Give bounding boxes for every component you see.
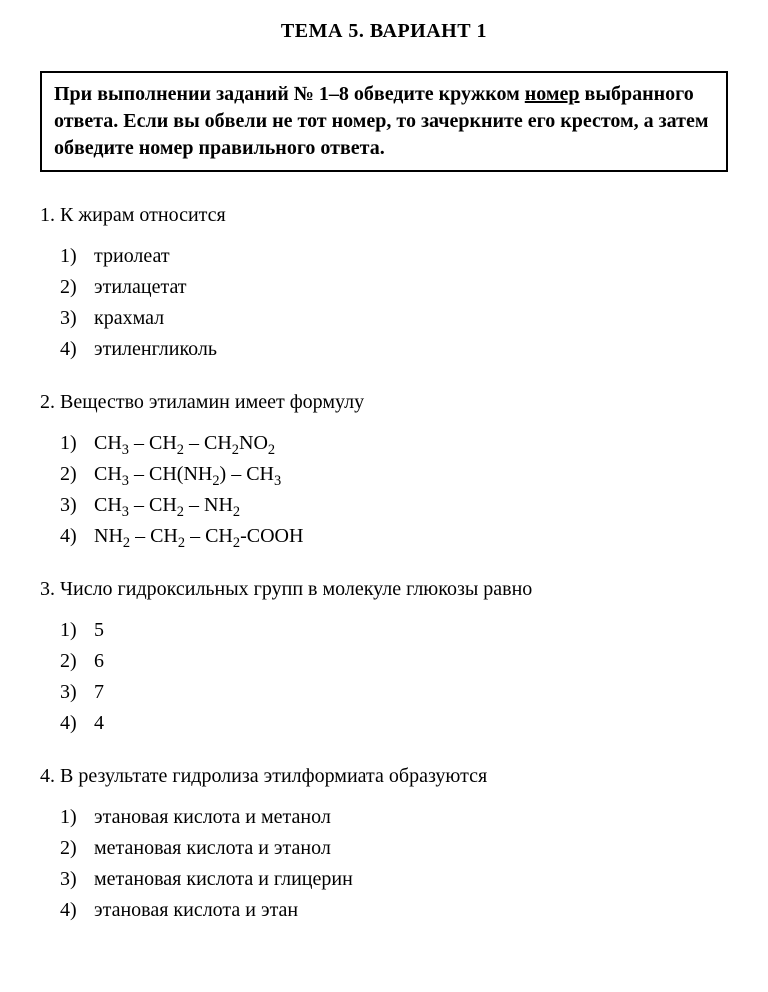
option-text: CH3 – CH2 – CH2NO2 [94, 428, 275, 459]
option-number: 4) [60, 334, 94, 365]
question-number: 4. [40, 765, 55, 787]
question-text: 2. Вещество этиламин имеет формулу [40, 391, 728, 414]
instruction-box: При выполнении заданий № 1–8 обведите кр… [40, 71, 728, 172]
option-number: 3) [60, 677, 94, 708]
option-number: 2) [60, 272, 94, 303]
option[interactable]: 1)CH3 – CH2 – CH2NO2 [60, 428, 728, 459]
option-text: 6 [94, 646, 104, 677]
option[interactable]: 2)CH3 – CH(NH2) – CH3 [60, 459, 728, 490]
question-text: 3. Число гидроксильных групп в молекуле … [40, 578, 728, 601]
option[interactable]: 4) 4 [60, 708, 728, 739]
option-number: 2) [60, 833, 94, 864]
option[interactable]: 1) 5 [60, 615, 728, 646]
option-text: CH3 – CH2 – NH2 [94, 490, 240, 521]
option-number: 1) [60, 428, 94, 459]
options-list: 1) этановая кислота и метанол 2) метанов… [60, 802, 728, 926]
question-text: 1. К жирам относится [40, 204, 728, 227]
question-text: 4. В результате гидролиза этилформиата о… [40, 765, 728, 788]
option-number: 1) [60, 615, 94, 646]
option-text: крахмал [94, 303, 164, 334]
option-text: этилацетат [94, 272, 187, 303]
option-text: триолеат [94, 241, 170, 272]
page-title: ТЕМА 5. ВАРИАНТ 1 [40, 20, 728, 43]
option-text: метановая кислота и этанол [94, 833, 331, 864]
question-body: В результате гидролиза этилформиата обра… [60, 765, 487, 787]
option-number: 3) [60, 490, 94, 521]
options-list: 1)триолеат 2)этилацетат 3)крахмал 4)этил… [60, 241, 728, 365]
option[interactable]: 4) этановая кислота и этан [60, 895, 728, 926]
option-number: 3) [60, 303, 94, 334]
option[interactable]: 3) метановая кислота и глицерин [60, 864, 728, 895]
option-text: 7 [94, 677, 104, 708]
option-number: 4) [60, 521, 94, 552]
option-text: CH3 – CH(NH2) – CH3 [94, 459, 281, 490]
instruction-text-1: При выполнении заданий № 1–8 обведите кр… [54, 83, 525, 105]
option-text: этановая кислота и метанол [94, 802, 331, 833]
option[interactable]: 1) этановая кислота и метанол [60, 802, 728, 833]
question-number: 3. [40, 578, 55, 600]
option[interactable]: 4)этиленгликоль [60, 334, 728, 365]
option-number: 2) [60, 459, 94, 490]
question-body: Число гидроксильных групп в молекуле глю… [60, 578, 532, 600]
options-list: 1)CH3 – CH2 – CH2NO2 2)CH3 – CH(NH2) – C… [60, 428, 728, 552]
option-number: 2) [60, 646, 94, 677]
option-number: 3) [60, 864, 94, 895]
option-text: этиленгликоль [94, 334, 217, 365]
option-text: NH2 – CH2 – CH2-COOH [94, 521, 303, 552]
option-text: 4 [94, 708, 104, 739]
option-text: метановая кислота и глицерин [94, 864, 353, 895]
option[interactable]: 3) 7 [60, 677, 728, 708]
option-number: 4) [60, 708, 94, 739]
option-text: 5 [94, 615, 104, 646]
question-number: 1. [40, 204, 55, 226]
instruction-underlined: номер [525, 83, 580, 105]
option-text: этановая кислота и этан [94, 895, 298, 926]
question-1: 1. К жирам относится 1)триолеат 2)этилац… [40, 204, 728, 365]
page: ТЕМА 5. ВАРИАНТ 1 При выполнении заданий… [0, 0, 768, 992]
option[interactable]: 2) метановая кислота и этанол [60, 833, 728, 864]
option[interactable]: 4)NH2 – CH2 – CH2-COOH [60, 521, 728, 552]
option[interactable]: 2)6 [60, 646, 728, 677]
options-list: 1) 5 2)6 3) 7 4) 4 [60, 615, 728, 739]
question-number: 2. [40, 391, 55, 413]
option-number: 1) [60, 241, 94, 272]
option-number: 1) [60, 802, 94, 833]
question-body: К жирам относится [60, 204, 226, 226]
question-2: 2. Вещество этиламин имеет формулу 1)CH3… [40, 391, 728, 552]
question-body: Вещество этиламин имеет формулу [60, 391, 364, 413]
option[interactable]: 3)CH3 – CH2 – NH2 [60, 490, 728, 521]
option[interactable]: 2)этилацетат [60, 272, 728, 303]
option[interactable]: 1)триолеат [60, 241, 728, 272]
question-4: 4. В результате гидролиза этилформиата о… [40, 765, 728, 926]
question-3: 3. Число гидроксильных групп в молекуле … [40, 578, 728, 739]
option-number: 4) [60, 895, 94, 926]
option[interactable]: 3)крахмал [60, 303, 728, 334]
